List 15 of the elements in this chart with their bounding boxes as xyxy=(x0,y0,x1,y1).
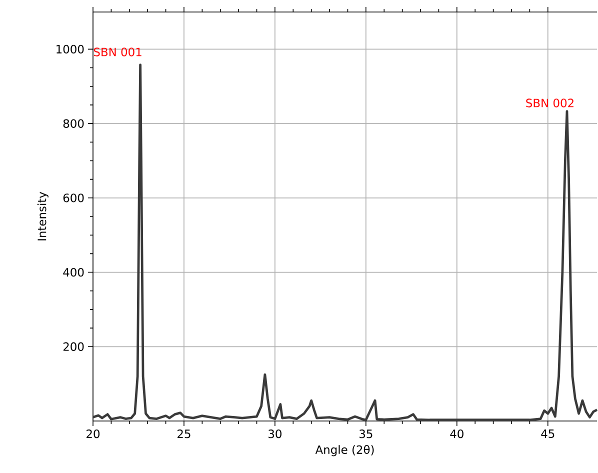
y-tick-label: 600 xyxy=(63,194,84,202)
x-tick-label: 25 xyxy=(178,430,190,438)
y-tick-label: 200 xyxy=(63,342,84,351)
y-tick-label: 800 xyxy=(63,119,84,128)
y-tick-label: 1000 xyxy=(56,44,84,54)
x-tick-label: 45 xyxy=(541,430,554,438)
y-axis-title: Intensity xyxy=(37,192,48,240)
x-axis-title: Angle (2θ) xyxy=(315,445,374,456)
x-tick-label: 30 xyxy=(268,430,282,438)
x-tick-label: 35 xyxy=(360,430,372,438)
x-tick-label: 40 xyxy=(450,430,464,438)
y-tick-label: 400 xyxy=(63,268,84,277)
x-tick-label: 20 xyxy=(86,430,100,438)
annotation: SBN 002 xyxy=(526,98,574,108)
annotation: SBN 001 xyxy=(94,48,142,56)
